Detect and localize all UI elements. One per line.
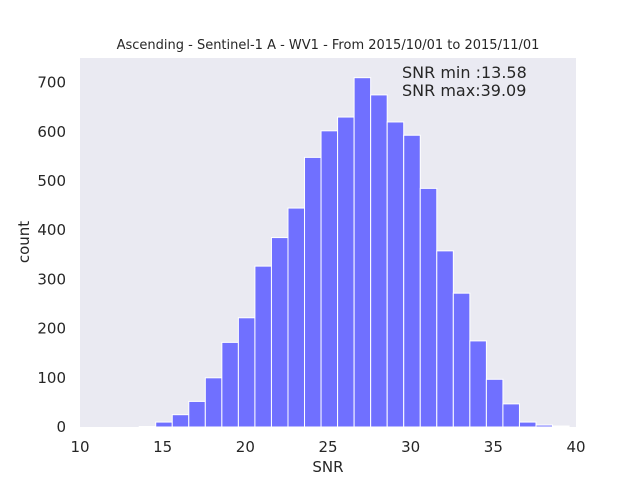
snr-max-annotation: SNR max:39.09 [402,81,526,100]
histogram-bar [204,377,223,428]
histogram-bar [419,187,438,428]
y-tick-label: 0 [56,418,66,436]
chart-title: Ascending - Sentinel-1 A - WV1 - From 20… [117,38,540,53]
histogram-bar [337,116,355,428]
histogram-bar [237,317,256,428]
histogram-bar [552,425,570,428]
histogram-bar [287,207,306,428]
histogram-bar [370,94,388,428]
y-tick-label: 700 [37,74,66,92]
y-tick-label: 600 [37,123,66,141]
histogram-bar [452,292,471,428]
x-tick-label: 10 [70,438,89,456]
histogram-bar [469,340,487,428]
histogram-bar [304,156,322,428]
histogram-bar [535,424,554,428]
histogram-bars [138,77,570,428]
x-tick-label: 35 [484,438,503,456]
histogram-bar [221,341,239,428]
histogram-bar [436,250,454,428]
histogram-bar [502,403,520,428]
histogram-bar [171,414,190,428]
histogram-bar [403,134,421,428]
snr-min-annotation: SNR min :13.58 [402,63,527,82]
histogram-bar [485,378,504,428]
histogram-bar [155,421,173,428]
y-axis-ticks: 0 100 200 300 400 500 600 700 [37,74,66,436]
histogram-bar [386,121,405,428]
y-axis-label: count [15,221,33,263]
x-tick-label: 15 [153,438,172,456]
histogram-bar [320,130,339,428]
x-tick-label: 25 [318,438,337,456]
x-axis-ticks: 10 15 20 25 30 35 40 [70,438,585,456]
y-tick-label: 100 [37,369,66,387]
histogram-bar [270,237,289,428]
histogram-bar [518,421,537,428]
histogram-bar [254,265,272,428]
histogram-bar [353,77,372,428]
y-tick-label: 500 [37,172,66,190]
y-tick-label: 400 [37,221,66,239]
x-tick-label: 30 [401,438,420,456]
x-tick-label: 20 [236,438,255,456]
histogram-bar [188,400,206,428]
x-axis-label: SNR [312,458,343,476]
x-tick-label: 40 [566,438,585,456]
y-tick-label: 300 [37,270,66,288]
y-tick-label: 200 [37,320,66,338]
